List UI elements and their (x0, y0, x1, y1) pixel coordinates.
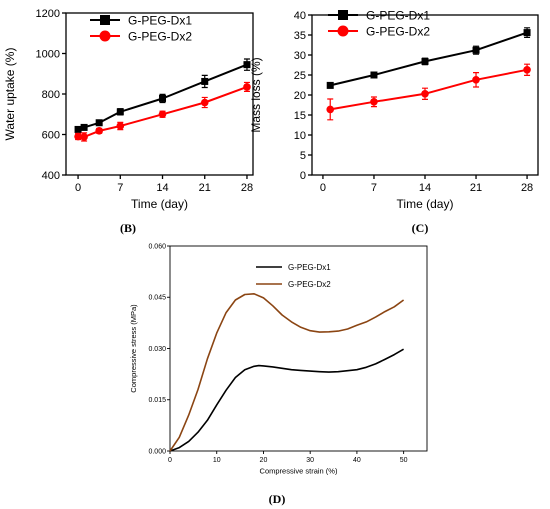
series-g-peg-dx2-point (80, 133, 88, 141)
x-tick-label: 0 (168, 457, 172, 464)
x-tick-label: 0 (320, 182, 326, 194)
series-g-peg-dx2-point (74, 132, 82, 141)
y-tick-label: 0 (300, 170, 306, 182)
x-tick-label: 7 (371, 182, 377, 194)
series-g-peg-dx1-point (370, 71, 378, 79)
x-tick-label: 50 (400, 457, 408, 464)
y-tick-label: 600 (42, 129, 60, 141)
y-tick-label: 0.030 (148, 346, 166, 353)
series-g-peg-dx2-point (421, 90, 429, 98)
series-g-peg-dx1-point (95, 119, 103, 127)
y-tick-label: 5 (300, 150, 306, 162)
x-tick-label: 40 (353, 457, 361, 464)
x-axis-label: Time (day) (131, 197, 188, 211)
y-tick-label: 0.045 (148, 295, 166, 302)
panel-label: (B) (120, 221, 136, 235)
y-tick-label: 25 (294, 70, 306, 82)
series-g-peg-dx1-point (80, 123, 88, 131)
series-g-peg-dx2-point (370, 98, 378, 106)
y-tick-label: 1200 (36, 8, 60, 20)
series-g-peg-dx2-line (169, 293, 405, 452)
x-tick-label: 20 (260, 457, 268, 464)
y-tick-label: 20 (294, 90, 306, 102)
y-tick-label: 0.015 (148, 397, 166, 404)
series-g-peg-dx1-point (159, 94, 167, 102)
y-tick-label: 40 (294, 10, 306, 22)
chart-panel-c: 0 7 14 21 28 0 5 10 15 20 25 30 35 40 Time (day) Mass l… (249, 8, 539, 235)
legend-swatch-marker (99, 30, 111, 42)
legend-swatch-marker (100, 15, 110, 25)
legend-label: G-PEG-Dx2 (366, 24, 430, 38)
x-tick-label: 28 (521, 182, 533, 194)
legend-label: G-PEG-Dx1 (288, 263, 331, 272)
series-g-peg-dx2-point (116, 122, 125, 130)
x-tick-label: 14 (156, 182, 168, 194)
panel-label: (D) (269, 492, 286, 506)
chart-panel-b: 0 7 14 21 28 400 600 800 1000 1200 Time (day) Water… (3, 8, 254, 235)
legend-swatch-marker (337, 25, 349, 37)
legend-label: G-PEG-Dx2 (128, 29, 192, 43)
y-tick-label: 1000 (36, 48, 60, 60)
series-g-peg-dx1-line (169, 348, 405, 452)
y-tick-label: 400 (42, 170, 60, 182)
chart-panel-d: 0 10 20 30 40 50 0.000 0.015 0.030 0.045 0.060 Comp… (129, 243, 428, 506)
series-g-peg-dx2-point (523, 66, 531, 74)
panel-label: (C) (412, 221, 429, 235)
x-tick-label: 10 (213, 457, 221, 464)
legend-label: G-PEG-Dx2 (288, 280, 331, 289)
series-g-peg-dx2-point (326, 105, 335, 114)
series-g-peg-dx1-point (74, 125, 82, 133)
series-g-peg-dx2-line (330, 68, 528, 111)
series-g-peg-dx2-point (95, 127, 103, 135)
plot-frame (169, 245, 428, 452)
series-g-peg-dx2-point (243, 83, 251, 91)
legend-swatch-marker (338, 10, 348, 20)
series-g-peg-dx1-point (326, 81, 334, 89)
y-axis-label: Water uptake (%) (3, 48, 17, 141)
y-tick-label: 10 (294, 130, 306, 142)
x-axis-label: Compressive strain (%) (260, 467, 338, 476)
legend-label: G-PEG-Dx1 (366, 8, 430, 22)
y-tick-label: 35 (294, 30, 306, 42)
y-tick-label: 0.000 (148, 448, 166, 455)
series-g-peg-dx1-point (116, 108, 124, 116)
x-tick-label: 21 (199, 182, 211, 194)
series-g-peg-dx2-point (472, 76, 480, 84)
y-tick-label: 0.060 (148, 243, 166, 250)
series-g-peg-dx1-point (523, 29, 531, 37)
x-tick-label: 14 (419, 182, 431, 194)
y-tick-label: 800 (42, 89, 60, 101)
y-axis-label: Mass loss (%) (249, 57, 263, 132)
series-g-peg-dx1-point (201, 77, 209, 85)
x-tick-label: 7 (117, 182, 123, 194)
series-g-peg-dx1-point (472, 46, 480, 54)
series-g-peg-dx1-line (329, 31, 528, 87)
series-g-peg-dx1-point (421, 57, 429, 65)
legend-label: G-PEG-Dx1 (128, 13, 192, 27)
y-tick-label: 15 (294, 110, 306, 122)
x-axis-label: Time (day) (397, 197, 454, 211)
series-g-peg-dx2-point (158, 110, 167, 119)
x-tick-label: 0 (75, 182, 81, 194)
x-tick-label: 21 (470, 182, 482, 194)
x-tick-label: 28 (241, 182, 253, 194)
y-tick-label: 30 (294, 50, 306, 62)
x-tick-label: 30 (306, 457, 314, 464)
y-axis-label: Compressive stress (MPa) (129, 304, 138, 393)
series-g-peg-dx1-point (243, 61, 251, 69)
series-g-peg-dx2-point (200, 98, 209, 107)
